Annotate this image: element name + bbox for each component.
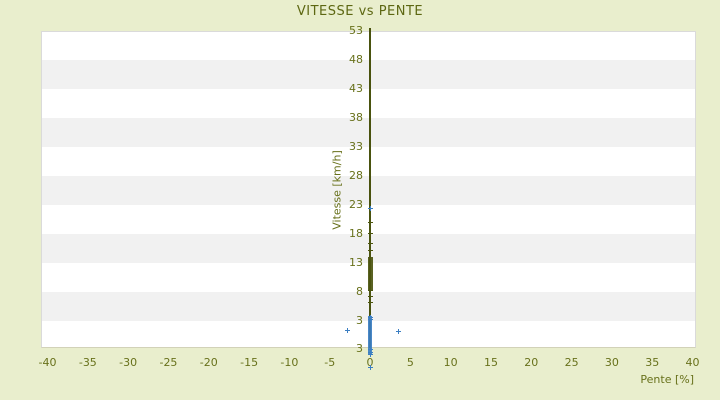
grid-band	[42, 175, 695, 205]
y-tick-label: 28	[349, 168, 363, 182]
data-point-vitesse-olive	[367, 288, 373, 294]
x-tick-label: 0	[366, 356, 374, 369]
data-point-vitesse-blue	[395, 329, 401, 335]
data-point-vitesse-blue	[367, 365, 373, 371]
x-tick-label: 35	[645, 356, 660, 369]
x-axis-label: Pente [%]	[640, 373, 694, 386]
x-tick-label: -30	[119, 356, 138, 369]
data-point-vitesse-olive	[367, 219, 373, 225]
y-tick-label: 53	[349, 24, 363, 37]
y-tick-label: 38	[349, 110, 363, 124]
x-tick-label: 30	[604, 356, 619, 369]
x-tick-label: -15	[240, 356, 259, 369]
x-tick-label: 40	[685, 356, 700, 369]
data-point-vitesse-olive	[367, 240, 373, 246]
y-tick-label: 3	[356, 313, 363, 327]
y-axis-line	[369, 28, 372, 348]
data-point-vitesse-olive	[367, 230, 373, 236]
x-tick-label: -25	[159, 356, 178, 369]
grid-band	[42, 117, 695, 147]
data-point-vitesse-olive	[367, 293, 373, 299]
x-tick-label: -10	[280, 356, 299, 369]
vitesse-olive-cluster	[367, 256, 373, 292]
y-tick-label: 8	[356, 284, 363, 298]
x-tick-label: -5	[324, 356, 336, 369]
y-tick-label: 48	[349, 52, 363, 66]
x-tick-label: -40	[38, 356, 57, 369]
x-tick-label: 25	[564, 356, 579, 369]
x-tick-label: -20	[199, 356, 218, 369]
y-tick-label: 13	[349, 255, 363, 269]
x-tick-label: 5	[406, 356, 414, 369]
vitesse-blue-cluster	[368, 316, 373, 354]
data-point-vitesse-blue	[344, 328, 350, 334]
data-point-vitesse-blue	[367, 205, 373, 211]
y-tick-label: 3	[356, 342, 363, 355]
data-point-vitesse-blue	[367, 352, 373, 358]
y-axis-label: Vitesse [km/h]	[330, 150, 344, 230]
grid-band	[42, 59, 695, 89]
y-tick-label: 18	[349, 226, 363, 240]
data-point-vitesse-blue	[367, 317, 373, 323]
y-tick-label: 43	[349, 81, 363, 95]
x-tick-label: -35	[78, 356, 97, 369]
x-tick-label: 20	[524, 356, 539, 369]
data-point-vitesse-olive	[367, 300, 373, 306]
data-point-vitesse-olive	[367, 248, 373, 254]
x-tick-label: 10	[443, 356, 458, 369]
y-tick-label: 23	[349, 197, 363, 211]
chart-title: VITESSE vs PENTE	[296, 4, 424, 19]
y-tick-label: 33	[349, 139, 363, 153]
x-tick-label: 15	[483, 356, 498, 369]
grid-band	[42, 291, 695, 321]
